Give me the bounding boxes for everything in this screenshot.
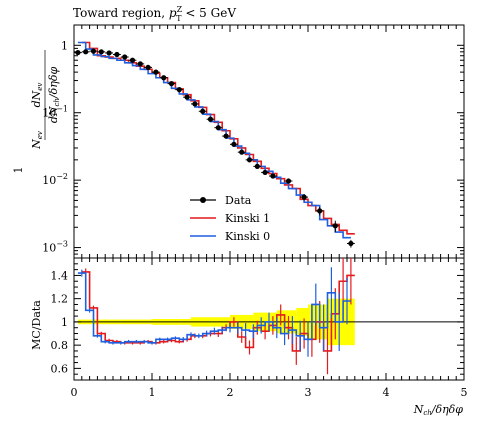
x-tick-label: 0 [71,386,78,399]
chart-title: Toward region, pZ T < 5 GeV [73,5,236,23]
data-point [231,141,237,147]
data-point [168,81,175,87]
data-point [145,64,151,71]
data-point [137,61,143,67]
main-y-axis-fraction-left: Nev [30,131,44,150]
main-mc-series [77,41,355,239]
x-axis-label: Nch/δηδφ [413,403,464,417]
svg-text:Nev: Nev [30,131,44,150]
y-tick-label: 1 [61,39,68,52]
x-ticks: 0 1 2 3 4 5 [71,25,468,399]
ratio-tick-label: 1.2 [51,293,69,306]
y-tick-label: 10−2 [42,172,68,187]
x-tick-label: 2 [227,386,234,399]
svg-text:dNev: dNev [30,83,44,108]
series-line-kinski-0 [77,41,351,239]
data-point [223,133,229,139]
ratio-y-ticks: 0.6 0.8 1 1.2 1.4 [51,263,464,375]
svg-text:Data: Data [225,194,252,207]
data-point [90,48,97,54]
ratio-tick-label: 0.6 [51,362,69,375]
data-point [129,57,136,63]
ratio-tick-label: 0.8 [51,339,69,352]
data-point [348,240,354,247]
data-point [83,49,89,55]
ratio-tick-label: 1 [61,316,68,329]
x-tick-label: 4 [383,386,390,399]
data-point [200,108,206,114]
main-y-axis-fraction: dNev dNch/δηδφ [30,50,61,140]
legend: Data Kinski 1 Kinski 0 [190,194,270,243]
data-point [246,157,253,163]
data-point [262,169,268,176]
data-point [317,208,323,214]
data-point [75,49,81,56]
data-point [207,116,214,122]
main-y-axis-label: 1 [12,167,25,174]
data-point [122,54,128,60]
ratio-line-kinski-0 [77,272,351,344]
data-point [332,223,338,229]
svg-text:MC/Data: MC/Data [30,300,43,350]
x-tick-label: 5 [461,386,468,399]
data-point [270,173,276,179]
data-point [153,69,159,75]
legend-entry-kinski-1: Kinski 1 [190,212,270,225]
data-point [98,49,104,55]
ratio-y-axis-label: MC/Data [30,300,43,350]
ratio-mc-series [77,258,355,375]
y-tick-label: 10−3 [42,240,68,255]
data-point [239,149,245,155]
data-point [114,51,120,58]
data-point [184,94,190,100]
data-point [161,75,167,81]
svg-text:Kinski 1: Kinski 1 [225,212,270,225]
main-data-points [74,48,355,248]
svg-text:1: 1 [12,167,25,174]
y-tick-label: 10−1 [42,105,68,120]
data-point [192,101,198,107]
x-tick-label: 3 [305,386,312,399]
data-point [285,178,292,184]
data-point [254,163,260,169]
svg-text:dNch/δηδφ: dNch/δηδφ [47,67,61,124]
data-point [215,125,221,131]
legend-entry-kinski-0: Kinski 0 [190,230,270,243]
x-tick-label: 1 [149,386,156,399]
legend-entry-data: Data [190,194,252,207]
main-y-ticks: 1 10−1 10−2 10−3 [42,24,464,259]
data-point [106,50,112,56]
data-point [176,87,182,93]
svg-text:Kinski 0: Kinski 0 [225,230,270,243]
ratio-tick-label: 1.4 [51,269,69,282]
data-point [301,194,307,200]
